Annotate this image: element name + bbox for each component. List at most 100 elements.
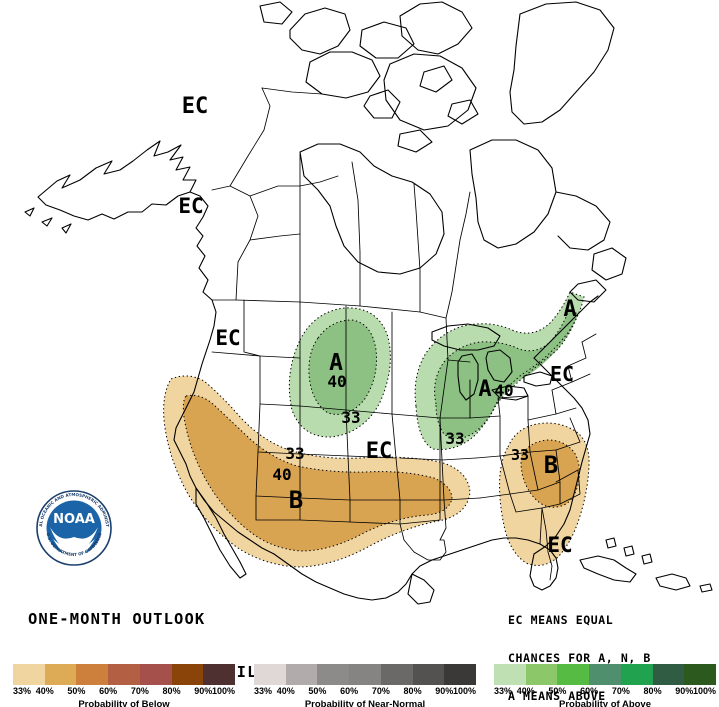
colorbar-near-normal-swatch-1 [285, 664, 318, 685]
colorbar-near-normal-caption: Probability of Near-Normal [304, 699, 426, 707]
lake-huron [485, 349, 513, 383]
label-b-southwest: B [289, 486, 303, 514]
colorbar-above-tick-90: 90% [675, 686, 694, 696]
colorbar-below-swatch-3 [108, 664, 140, 685]
label-33-southeast: 33 [511, 446, 529, 464]
colorbar-below-tick-40: 40% [35, 686, 54, 696]
coast-hudson-bay [299, 143, 445, 275]
colorbar-near-normal-tick-90: 90% [435, 686, 454, 696]
colorbar-near-normal-tick-33: 33% [254, 686, 273, 696]
ec-legend-block: EC MEANS EQUAL CHANCES FOR A, N, B A MEA… [508, 589, 651, 707]
coast-nova-scotia [569, 279, 607, 303]
coast-arctic-misc-c [397, 129, 433, 153]
logo-acronym: NOAA [53, 512, 95, 527]
coast-alaska-panhandle [189, 191, 213, 301]
colorbar-near-normal-tick-50: 50% [308, 686, 327, 696]
label-a-new-england: A [563, 297, 576, 322]
north-america-map[interactable]: EC EC EC A 40 33 EC 33 40 B A 40 33 A EC… [0, 0, 719, 640]
coast-aleutian-2 [41, 217, 53, 227]
logo-bird-wing [53, 539, 95, 559]
coast-baffin [383, 53, 477, 131]
contour-33-great-lakes [414, 291, 585, 450]
colorbar-above-swatch-5 [652, 664, 685, 685]
noaa-logo-svg: NOAA NATIONAL OCEANIC AND ATMOSPHERIC AD… [31, 483, 112, 566]
colorbar-above-ticks: 33% 40% 50% 60% 70% 80% 90% 100% [494, 686, 716, 698]
colorbar-near-normal-swatch-4 [380, 664, 413, 685]
lake-ontario [523, 371, 553, 387]
label-b-southeast: B [544, 451, 558, 479]
colorbar-below-swatch-4 [139, 664, 172, 685]
label-ec-bc: EC [178, 194, 203, 218]
colorbar-above-tick-100: 100% [692, 686, 716, 696]
colorbar-near-normal-tick-70: 70% [371, 686, 390, 696]
colorbar-below-ticks: 33% 40% 50% 60% 70% 80% 90% 100% [13, 686, 235, 698]
coast-west [173, 299, 275, 555]
colorbar-near-normal-tick-80: 80% [403, 686, 422, 696]
colorbar-near-normal-ticks: 33% 40% 50% 60% 70% 80% 90% 100% [254, 686, 476, 698]
label-33-southwest: 33 [285, 444, 304, 463]
colorbar-above-swatches [494, 664, 717, 685]
label-33-ohio-valley: 33 [445, 429, 464, 448]
label-ec-nwt: EC [182, 94, 209, 119]
colorbar-below-tick-50: 50% [67, 686, 86, 696]
coast-aleutian-3 [61, 223, 72, 234]
coast-cuba [579, 555, 637, 583]
region-above-northern-plains-core [308, 320, 377, 415]
coast-bahamas-b [623, 545, 635, 557]
coast-arctic-misc-b [447, 99, 479, 125]
colorbar-below-tick-70: 70% [130, 686, 149, 696]
coast-somerset [363, 89, 401, 119]
coast-banks-island [289, 7, 351, 55]
colorbar-above-swatch-0 [494, 664, 526, 685]
colorbar-below-swatches [13, 664, 236, 685]
colorbar-above-tick-50: 50% [548, 686, 567, 696]
coast-aleutian-1 [24, 207, 35, 217]
coast-ellesmere [399, 1, 473, 55]
coast-bahamas-c [641, 553, 653, 565]
logo-bird-mark [50, 527, 98, 555]
map-container: EC EC EC A 40 33 EC 33 40 B A 40 33 A EC… [0, 0, 719, 640]
label-ec-central-plains: EC [366, 439, 393, 464]
colorbar-below-tick-100: 100% [211, 686, 235, 696]
label-a-northern-plains: A [329, 350, 343, 376]
colorbar-below-tick-33: 33% [13, 686, 32, 696]
colorbar-above-swatch-2 [557, 664, 590, 685]
colorbar-near-normal-tick-100: 100% [452, 686, 476, 696]
coast-baja [195, 487, 247, 579]
label-40-great-lakes: 40 [494, 381, 513, 400]
colorbar-above-swatch-4 [620, 664, 653, 685]
region-below-southwest-core [183, 395, 453, 551]
label-ec-mid-atlantic: EC [550, 362, 574, 386]
colorbar-below-caption: Probability of Below [78, 699, 170, 707]
colorbar-near-normal-swatch-5 [412, 664, 445, 685]
colorbar-near-normal-swatch-6 [444, 664, 477, 685]
colorbar-near-normal-swatch-2 [317, 664, 350, 685]
colorbar-above[interactable]: 33% 40% 50% 60% 70% 80% 90% 100% Probability of… [494, 664, 717, 707]
coast-victoria-island [305, 51, 381, 99]
region-above-great-lakes-core [434, 310, 578, 439]
coast-atlantic-ne [533, 295, 599, 359]
coast-gulf [455, 537, 559, 591]
colorbar-above-swatch-3 [589, 664, 621, 685]
colorbar-above-tick-33: 33% [494, 686, 513, 696]
colorbar-below-tick-90: 90% [194, 686, 213, 696]
coast-devon [359, 21, 415, 59]
colorbar-near-normal[interactable]: 33% 40% 50% 60% 70% 80% 90% 100% Probability of… [254, 664, 477, 707]
coast-alaska [37, 140, 197, 221]
colorbar-above-caption: Probability of Above [558, 699, 652, 707]
lake-superior [431, 323, 501, 351]
colorbar-below[interactable]: 33% 40% 50% 60% 70% 80% 90% 100% Probability of… [13, 664, 236, 707]
colorbar-near-normal-swatches [254, 664, 477, 685]
colorbar-below-swatch-1 [44, 664, 77, 685]
contour-33-northern-plains [288, 307, 391, 438]
contour-33-southeast [499, 422, 590, 566]
colorbar-below-swatch-5 [171, 664, 204, 685]
colorbar-above-tick-40: 40% [516, 686, 535, 696]
coast-arctic-misc-a [419, 65, 453, 93]
label-a-great-lakes: A [478, 377, 491, 402]
label-ec-pacific-nw: EC [215, 326, 240, 350]
coast-puerto-rico [699, 583, 713, 593]
shaded-regions [163, 291, 590, 568]
colorbar-above-tick-70: 70% [611, 686, 630, 696]
